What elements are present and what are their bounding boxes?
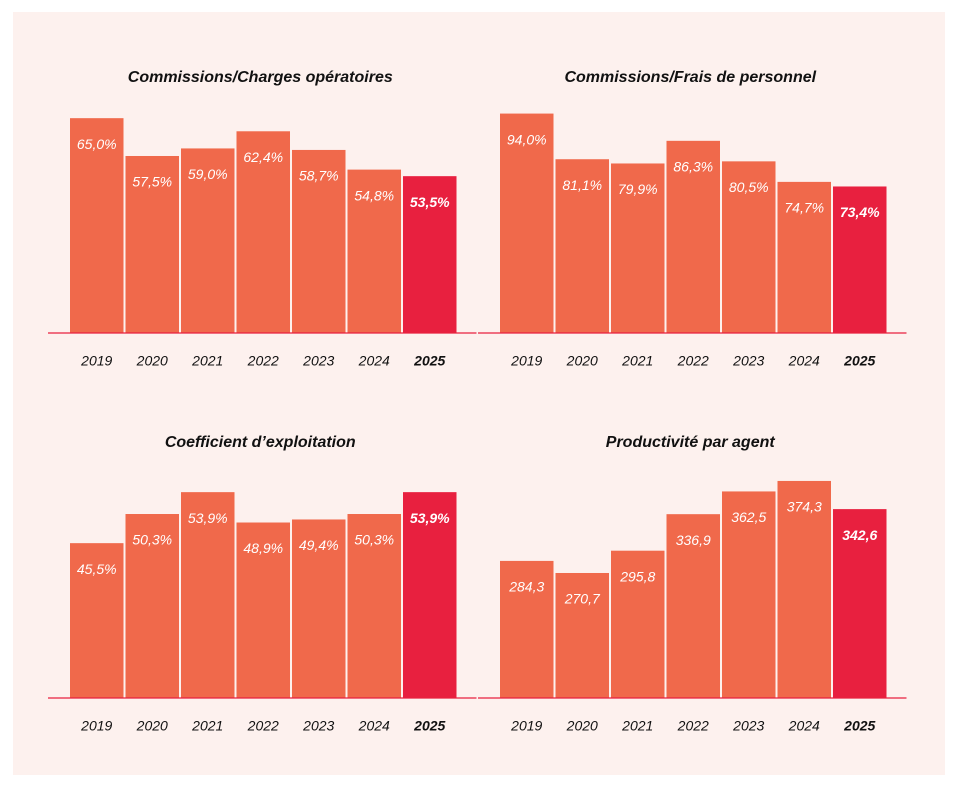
x-tick-label: 2022	[677, 353, 709, 369]
x-tick-label: 2019	[510, 353, 542, 369]
value-label: 86,3%	[673, 159, 713, 175]
bar	[777, 181, 831, 333]
value-label: 48,9%	[243, 540, 283, 556]
value-label: 270,7	[564, 591, 601, 607]
x-tick-label: 2023	[732, 353, 764, 369]
x-tick-label: 2020	[566, 718, 598, 734]
x-tick-label: 2019	[510, 718, 542, 734]
x-tick-label: 2020	[566, 353, 598, 369]
bar	[292, 519, 346, 698]
x-tick-label: 2025	[843, 353, 875, 369]
chart-title: Commissions/Charges opératoires	[128, 69, 393, 86]
value-label: 73,4%	[840, 204, 880, 220]
value-label: 54,8%	[354, 187, 394, 203]
value-label: 79,9%	[618, 181, 658, 197]
value-label: 94,0%	[507, 131, 547, 147]
value-label: 374,3	[787, 499, 822, 515]
chart-title: Productivité par agent	[606, 434, 776, 451]
bar	[500, 560, 554, 698]
x-tick-label: 2021	[191, 718, 223, 734]
x-tick-label: 2021	[621, 353, 653, 369]
bar	[722, 161, 776, 333]
value-label: 80,5%	[729, 179, 769, 195]
bar	[347, 514, 401, 698]
x-tick-label: 2023	[302, 353, 334, 369]
value-label: 53,5%	[410, 194, 450, 210]
bar	[403, 176, 457, 333]
x-tick-label: 2025	[413, 718, 445, 734]
x-tick-label: 2025	[843, 718, 875, 734]
x-tick-label: 2019	[80, 718, 112, 734]
value-label: 59,0%	[188, 166, 228, 182]
bar	[236, 131, 290, 333]
value-label: 65,0%	[77, 136, 117, 152]
x-tick-label: 2021	[621, 718, 653, 734]
value-label: 50,3%	[132, 532, 172, 548]
bar	[666, 514, 720, 698]
value-label: 81,1%	[562, 177, 602, 193]
x-tick-label: 2024	[788, 718, 820, 734]
value-label: 74,7%	[784, 200, 824, 216]
x-tick-label: 2024	[788, 353, 820, 369]
value-label: 53,9%	[188, 510, 228, 526]
bar	[833, 509, 887, 698]
value-label: 53,9%	[410, 510, 450, 526]
bar	[125, 514, 179, 698]
value-label: 49,4%	[299, 537, 339, 553]
value-label: 362,5	[731, 509, 766, 525]
bar	[833, 186, 887, 333]
x-tick-label: 2024	[358, 718, 390, 734]
value-label: 284,3	[508, 579, 544, 595]
bar	[611, 163, 665, 333]
x-tick-label: 2023	[732, 718, 764, 734]
value-label: 342,6	[842, 527, 877, 543]
x-tick-label: 2019	[80, 353, 112, 369]
bar	[181, 492, 235, 698]
value-label: 62,4%	[243, 149, 283, 165]
x-tick-label: 2020	[136, 353, 168, 369]
bar	[181, 148, 235, 333]
bar	[666, 140, 720, 333]
bar	[555, 159, 609, 333]
bar	[70, 543, 124, 698]
bar	[403, 492, 457, 698]
value-label: 45,5%	[77, 561, 117, 577]
bar	[70, 118, 124, 333]
x-tick-label: 2022	[677, 718, 709, 734]
value-label: 50,3%	[354, 532, 394, 548]
value-label: 336,9	[676, 532, 711, 548]
bar	[555, 572, 609, 698]
bar	[347, 169, 401, 333]
bar	[500, 113, 554, 333]
x-tick-label: 2020	[136, 718, 168, 734]
value-label: 295,8	[619, 568, 655, 584]
value-label: 58,7%	[299, 168, 339, 184]
x-tick-label: 2024	[358, 353, 390, 369]
value-label: 57,5%	[132, 174, 172, 190]
chart-title: Commissions/Frais de personnel	[564, 69, 816, 86]
chart-title: Coefficient d’exploitation	[165, 434, 356, 451]
x-tick-label: 2021	[191, 353, 223, 369]
bar	[236, 522, 290, 698]
bar	[722, 491, 776, 698]
bar	[777, 480, 831, 698]
x-tick-label: 2025	[413, 353, 445, 369]
bar	[125, 155, 179, 333]
x-tick-label: 2023	[302, 718, 334, 734]
bar	[611, 550, 665, 698]
x-tick-label: 2022	[247, 353, 279, 369]
x-tick-label: 2022	[247, 718, 279, 734]
bar	[292, 149, 346, 333]
